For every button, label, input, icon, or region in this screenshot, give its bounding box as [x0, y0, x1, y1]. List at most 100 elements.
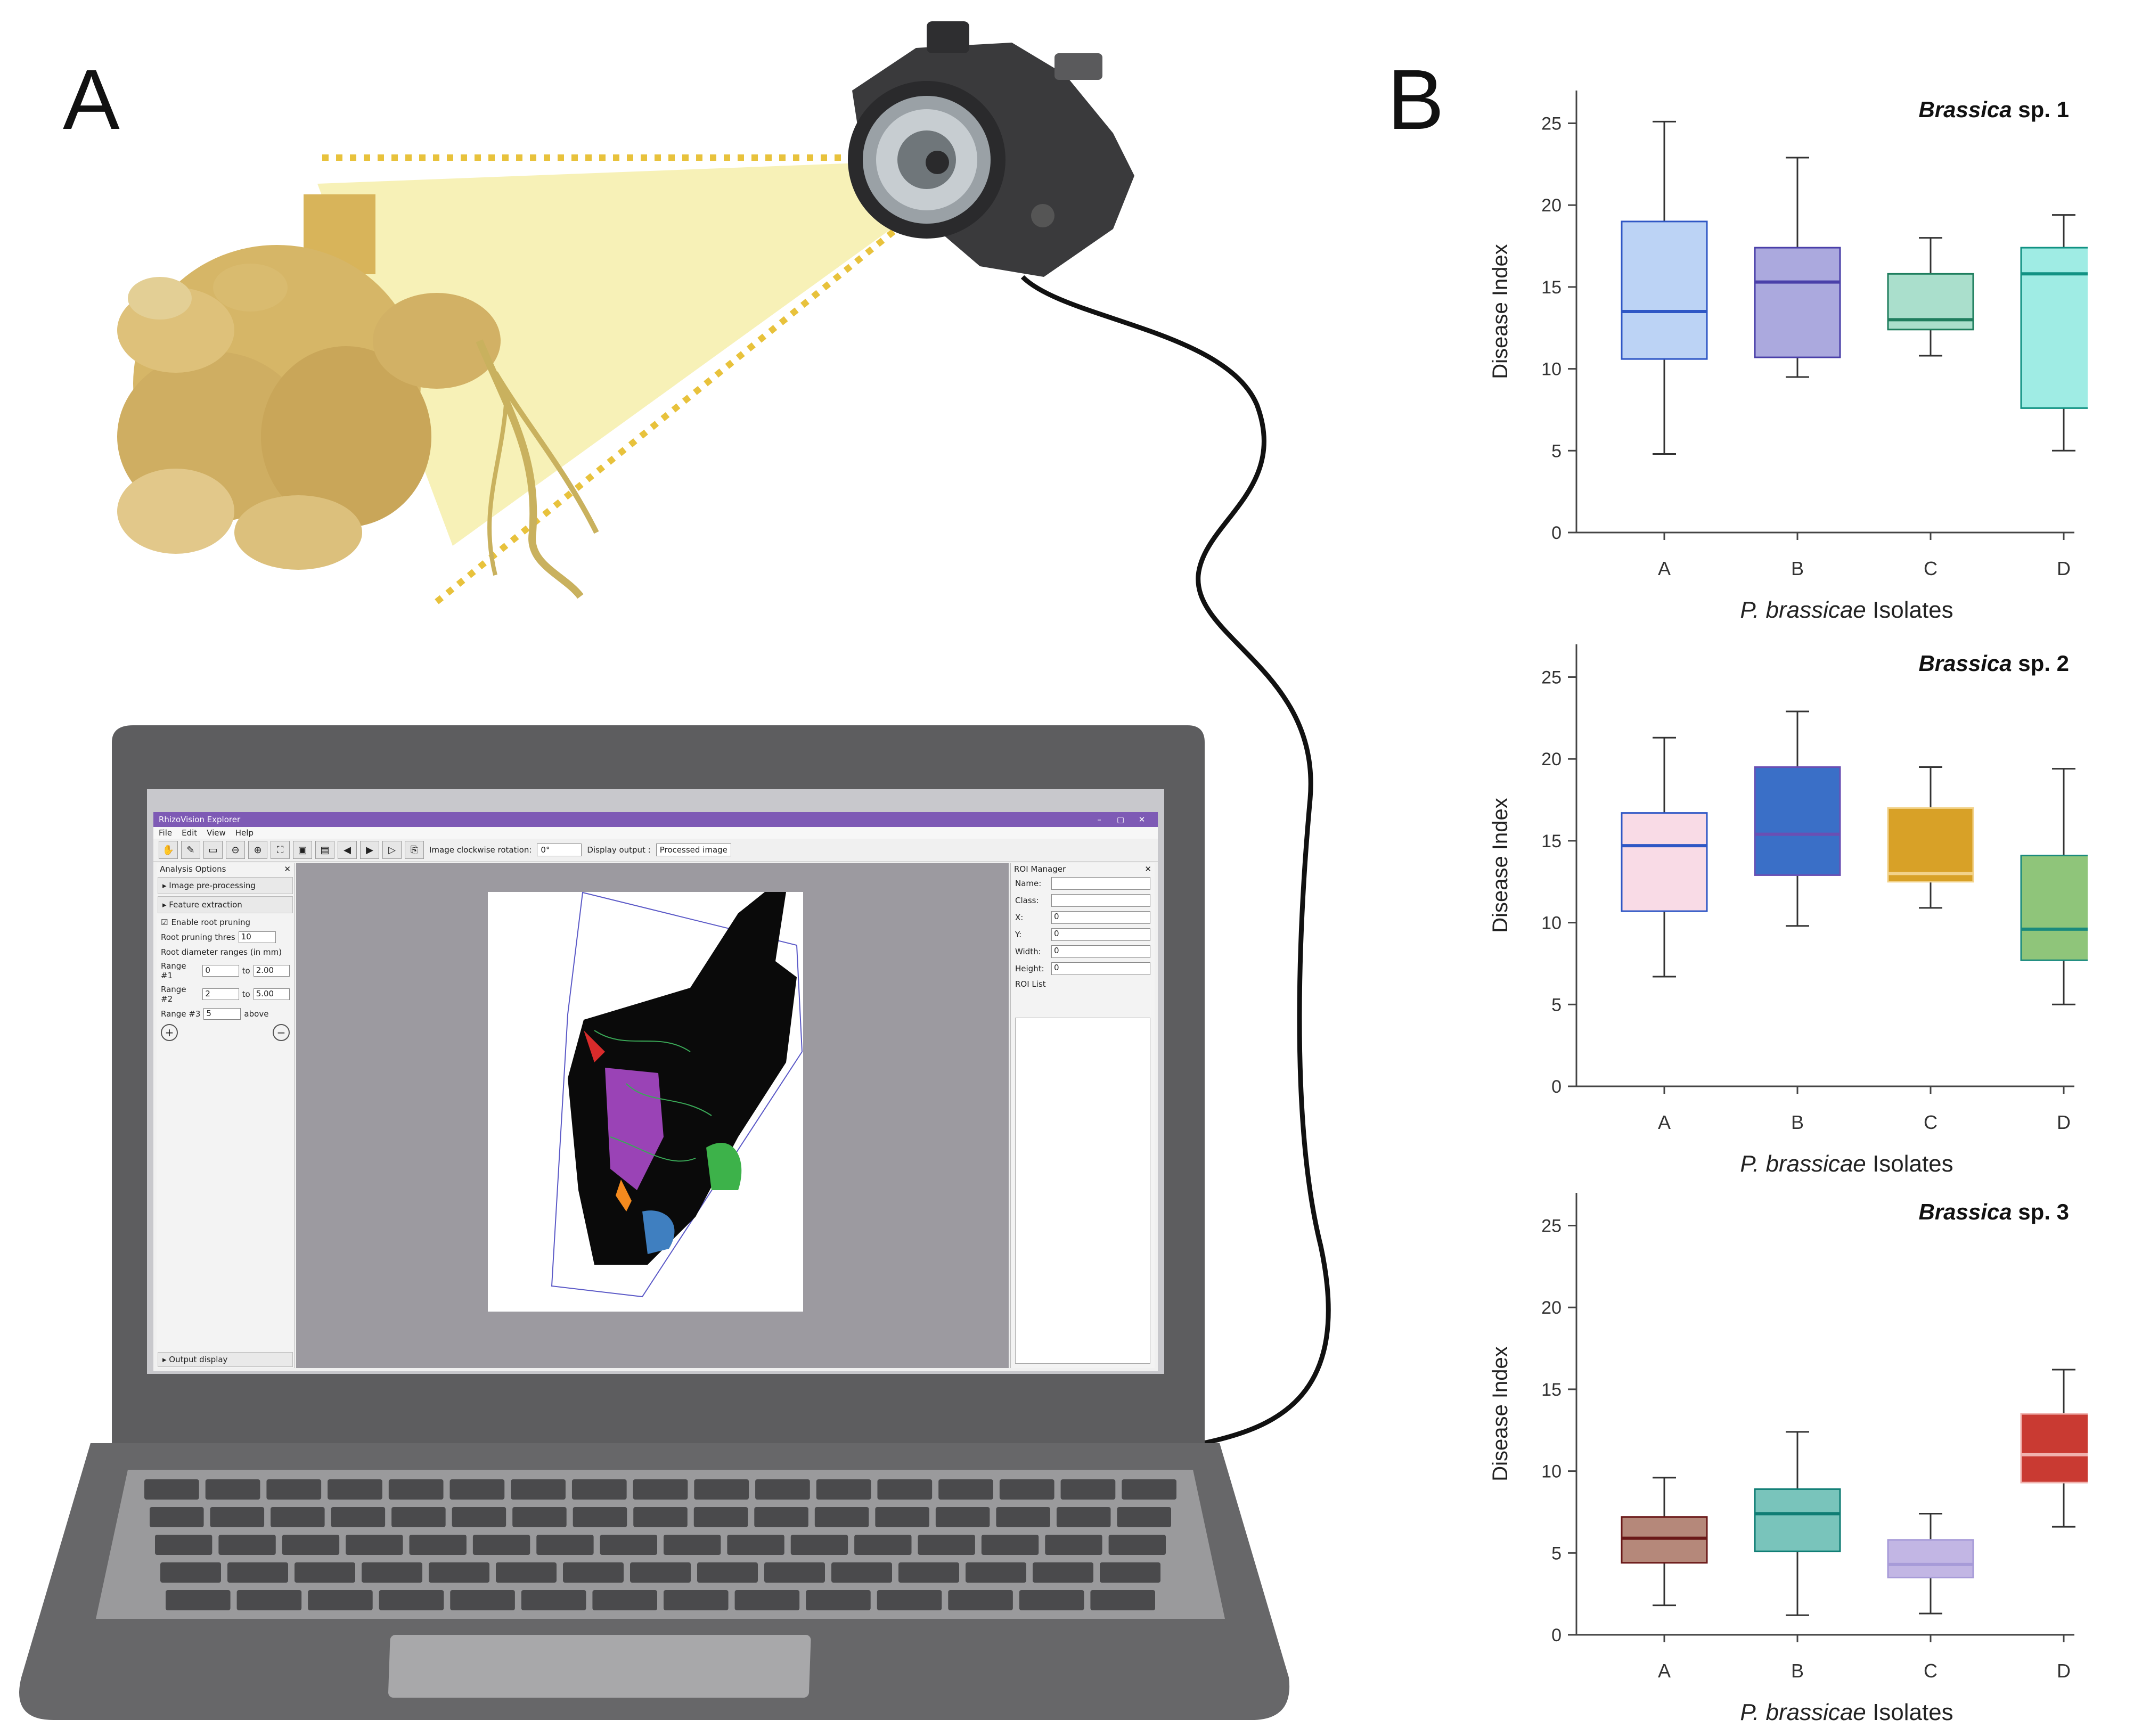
- y-tick-label: 20: [1541, 195, 1562, 216]
- keyboard-key: [144, 1479, 199, 1500]
- diameter-ranges-label: Root diameter ranges (in mm): [161, 947, 282, 957]
- keyboard-key: [266, 1479, 322, 1500]
- keyboard-key: [295, 1562, 355, 1583]
- x-axis-label: P. brassicae Isolates: [1740, 1699, 1953, 1725]
- chart-title: Brassica sp. 1: [1918, 97, 2069, 122]
- panel-close-icon[interactable]: ✕: [1145, 864, 1151, 874]
- keyboard-key: [764, 1562, 825, 1583]
- box-B: [1754, 710, 1841, 927]
- x-axis-label: P. brassicae Isolates: [1740, 1151, 1953, 1177]
- roi-field-label: Width:: [1015, 947, 1041, 956]
- roi-list[interactable]: [1015, 1018, 1150, 1364]
- range-from-input[interactable]: 2: [202, 988, 239, 1000]
- panel-close-icon[interactable]: ✕: [284, 864, 291, 874]
- keyboard-key: [600, 1535, 657, 1555]
- enable-pruning-label: Enable root pruning: [171, 918, 251, 927]
- zoom-out-icon[interactable]: ⊖: [226, 841, 245, 859]
- keyboard-key: [938, 1479, 993, 1500]
- output-display-section[interactable]: ▸ Output display: [158, 1352, 293, 1367]
- x-tick-label: C: [1924, 558, 1938, 579]
- roi-list-label: ROI List: [1015, 979, 1046, 989]
- feature-extraction-section[interactable]: ▸ Feature extraction: [158, 896, 293, 913]
- open-folder-icon[interactable]: ▤: [315, 841, 334, 859]
- x-tick-label: D: [2057, 1660, 2071, 1682]
- select-tool-icon[interactable]: ▭: [203, 841, 223, 859]
- roi-x-input[interactable]: 0: [1051, 911, 1150, 924]
- close-button[interactable]: ✕: [1138, 815, 1146, 824]
- x-tick-label: C: [1924, 1660, 1938, 1682]
- analysis-options-panel: Analysis Options ✕ ▸ Image pre-processing…: [157, 863, 295, 1368]
- keyboard-key: [854, 1535, 912, 1555]
- x-tick-label: B: [1791, 558, 1804, 579]
- keyboard-key: [571, 1479, 627, 1500]
- toolbar: ✋ ✎ ▭ ⊖ ⊕ ⛶ ▣ ▤ ◀ ▶ ▷ ⎘ Image clockwise …: [153, 839, 1158, 862]
- keyboard-key: [308, 1590, 373, 1610]
- roi-field-label: Name:: [1015, 879, 1042, 888]
- y-tick-label: 0: [1551, 1077, 1562, 1097]
- box-A: [1621, 120, 1708, 455]
- output-label: Display output :: [587, 845, 651, 855]
- menu-edit[interactable]: Edit: [182, 828, 198, 838]
- previous-icon[interactable]: ◀: [338, 841, 357, 859]
- roi-y-input[interactable]: 0: [1051, 928, 1150, 941]
- box-plot-1: 0 5 10 15 20 25 Disease Index Brassica sp. 1 P. …: [1489, 91, 2088, 623]
- range-from-input[interactable]: 5: [203, 1008, 241, 1020]
- output-select[interactable]: Processed image: [656, 844, 731, 856]
- menu-help[interactable]: Help: [235, 828, 254, 838]
- hand-tool-icon[interactable]: ✋: [159, 841, 178, 859]
- keyboard-key: [536, 1535, 594, 1555]
- keyboard-key: [875, 1507, 929, 1527]
- roi-height-input[interactable]: 0: [1051, 962, 1150, 975]
- enable-pruning-checkbox[interactable]: ☑: [161, 918, 168, 927]
- minimize-button[interactable]: –: [1097, 815, 1101, 824]
- box-plot-2: 0 5 10 15 20 25 Disease Index Brassica sp. 2 P. …: [1489, 644, 2088, 1177]
- keyboard-key: [831, 1562, 892, 1583]
- box-iqr: [1887, 807, 1974, 883]
- x-axis-label: P. brassicae Isolates: [1740, 597, 1953, 623]
- range-to-label: to: [242, 966, 250, 976]
- menu-bar: File Edit View Help: [153, 827, 1158, 839]
- keyboard-key: [328, 1479, 382, 1500]
- keyboard-key: [814, 1507, 869, 1527]
- roi-class-input[interactable]: [1051, 894, 1150, 907]
- rotation-select[interactable]: 0°: [537, 844, 582, 856]
- menu-file[interactable]: File: [159, 828, 173, 838]
- keyboard-key: [450, 1590, 515, 1610]
- box-D: [2020, 1369, 2088, 1528]
- keyboard-key: [449, 1479, 505, 1500]
- y-tick-label: 10: [1541, 1462, 1562, 1482]
- run-icon[interactable]: ▷: [382, 841, 402, 859]
- keyboard-key: [521, 1590, 586, 1610]
- maximize-button[interactable]: ▢: [1116, 815, 1125, 824]
- image-viewport[interactable]: [296, 863, 1009, 1368]
- roi-name-input[interactable]: [1051, 877, 1150, 890]
- processed-root-image: [488, 891, 803, 1312]
- keyboard-key: [1033, 1562, 1093, 1583]
- keyboard-key: [563, 1562, 624, 1583]
- add-range-icon[interactable]: +: [161, 1024, 178, 1041]
- range-to-input[interactable]: 5.00: [253, 988, 290, 1000]
- roi-field-label: Y:: [1015, 930, 1022, 939]
- fit-view-icon[interactable]: ⛶: [271, 841, 290, 859]
- box-A: [1621, 1477, 1708, 1607]
- open-image-icon[interactable]: ▣: [293, 841, 312, 859]
- x-tick-label: D: [2057, 1111, 2071, 1133]
- pruning-threshold-input[interactable]: 10: [238, 931, 276, 943]
- range-to-input[interactable]: 2.00: [253, 965, 290, 977]
- keyboard-key: [218, 1535, 276, 1555]
- roi-field-label: Class:: [1015, 896, 1039, 905]
- keyboard-key: [210, 1507, 265, 1527]
- zoom-in-icon[interactable]: ⊕: [248, 841, 267, 859]
- box-iqr: [1621, 1516, 1708, 1564]
- roi-width-input[interactable]: 0: [1051, 945, 1150, 958]
- range-label: Range #3: [161, 1009, 201, 1019]
- brush-tool-icon[interactable]: ✎: [181, 841, 200, 859]
- image-preprocessing-section[interactable]: ▸ Image pre-processing: [158, 877, 293, 894]
- remove-range-icon[interactable]: −: [273, 1024, 290, 1041]
- next-icon[interactable]: ▶: [360, 841, 379, 859]
- menu-view[interactable]: View: [207, 828, 226, 838]
- range-from-input[interactable]: 0: [202, 965, 239, 977]
- save-icon[interactable]: ⎘: [405, 841, 424, 859]
- keyboard-key: [948, 1590, 1013, 1610]
- box-D: [2020, 768, 2088, 1005]
